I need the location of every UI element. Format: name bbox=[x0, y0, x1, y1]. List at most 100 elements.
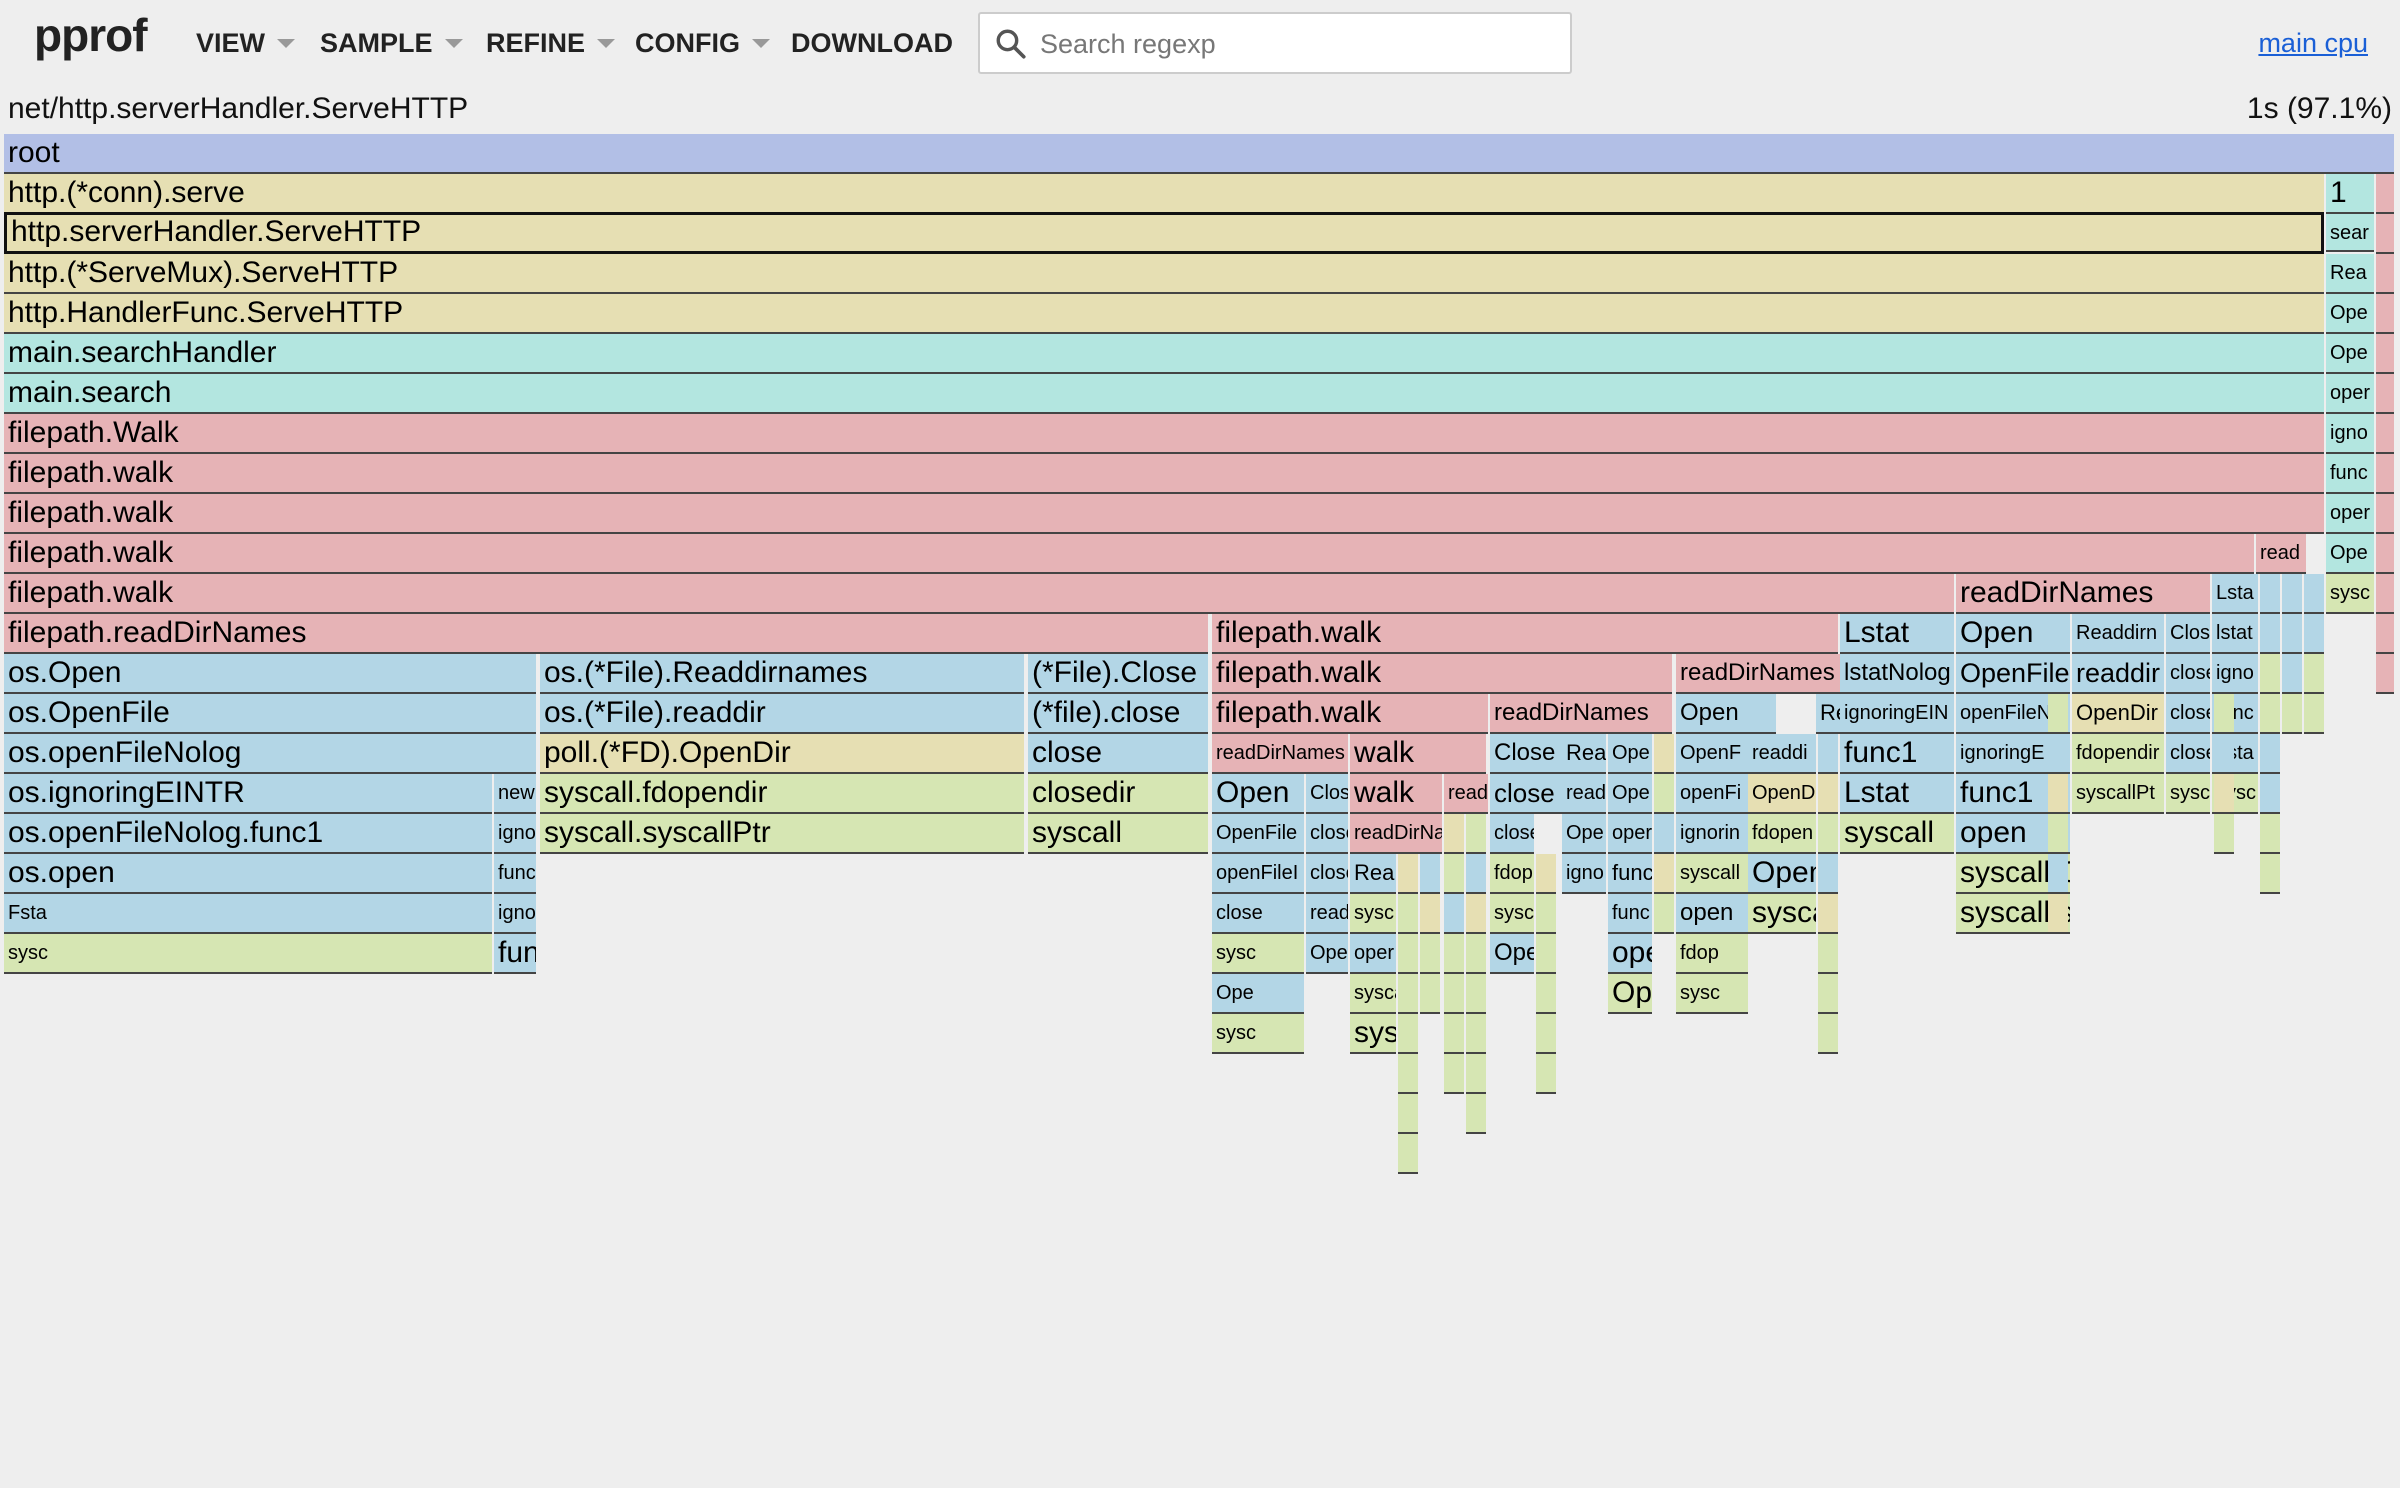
flame-frame-close[interactable]: Close bbox=[1490, 734, 1562, 774]
flame-frame-narrow[interactable] bbox=[1444, 894, 1464, 934]
flame-frame-syscall[interactable]: syscall bbox=[1748, 894, 1816, 934]
flame-frame-func[interactable]: func bbox=[494, 854, 536, 894]
flame-frame-igno[interactable]: igno bbox=[2326, 414, 2374, 454]
flame-frame-http-handlerfunc-servehttp[interactable]: http.HandlerFunc.ServeHTTP bbox=[4, 294, 2324, 334]
flame-frame-narrow[interactable] bbox=[1398, 1014, 1418, 1054]
flame-frame-narrow[interactable] bbox=[2260, 854, 2280, 894]
flame-frame-oper[interactable]: oper bbox=[2326, 494, 2374, 534]
flame-frame-func1[interactable]: func1 bbox=[494, 934, 536, 974]
flame-frame-fdop[interactable]: fdop bbox=[1490, 854, 1534, 894]
flame-frame-os-openfile[interactable]: os.OpenFile bbox=[4, 694, 536, 734]
flame-frame-narrow[interactable] bbox=[1536, 974, 1556, 1014]
profile-link[interactable]: main cpu bbox=[2258, 28, 2368, 58]
flame-frame-filepath-walk[interactable]: filepath.walk bbox=[1212, 614, 1838, 654]
view-menu[interactable]: VIEW bbox=[196, 28, 296, 59]
flame-frame-narrow[interactable] bbox=[2376, 534, 2394, 574]
flame-frame-narrow[interactable] bbox=[1536, 1014, 1556, 1054]
flame-frame-readdirnames[interactable]: readDirNames bbox=[1212, 734, 1348, 774]
flame-frame-filepath-walk[interactable]: filepath.walk bbox=[1212, 654, 1672, 694]
flame-frame-opend[interactable]: OpenD bbox=[1748, 774, 1816, 814]
flame-frame-narrow[interactable] bbox=[1466, 934, 1486, 974]
flame-frame-syscall[interactable]: syscall bbox=[1676, 854, 1748, 894]
flame-frame-narrow[interactable] bbox=[1466, 1054, 1486, 1094]
flame-frame-readdi[interactable]: readdi bbox=[1748, 734, 1816, 774]
flame-frame-narrow[interactable] bbox=[1398, 1134, 1418, 1174]
flame-frame-narrow[interactable] bbox=[1818, 814, 1838, 854]
flame-frame-narrow[interactable] bbox=[1536, 934, 1556, 974]
flame-frame-http-servemux-servehttp[interactable]: http.(*ServeMux).ServeHTTP bbox=[4, 254, 2324, 294]
flame-frame-sear[interactable]: sear bbox=[2326, 214, 2374, 252]
flame-frame-narrow[interactable] bbox=[1420, 854, 1440, 894]
flame-frame-filepath-walk[interactable]: filepath.Walk bbox=[4, 414, 2324, 454]
flame-frame-ignoringein[interactable]: ignoringEIN bbox=[1840, 694, 1954, 734]
flame-frame-narrow[interactable] bbox=[1398, 934, 1418, 974]
flame-frame-narrow[interactable] bbox=[1398, 1094, 1418, 1134]
flame-frame-sysc[interactable]: sysc bbox=[1350, 894, 1396, 934]
flame-frame-os-file-readdir[interactable]: os.(*File).readdir bbox=[540, 694, 1024, 734]
refine-menu[interactable]: REFINE bbox=[486, 28, 616, 59]
flame-frame-ope[interactable]: Ope bbox=[2326, 294, 2374, 334]
flame-frame-sysc[interactable]: sysc bbox=[1490, 894, 1534, 934]
flame-frame-narrow[interactable] bbox=[1420, 974, 1440, 1014]
flame-frame-narrow[interactable] bbox=[1818, 974, 1838, 1014]
flame-frame-close[interactable]: close bbox=[1306, 854, 1348, 894]
flame-frame-syscall-syscallptr[interactable]: syscall.syscallPtr bbox=[540, 814, 1024, 854]
flame-frame-filepath-walk[interactable]: filepath.walk bbox=[4, 454, 2324, 494]
flame-frame-narrow[interactable] bbox=[1536, 1054, 1556, 1094]
flame-frame-narrow[interactable] bbox=[1818, 774, 1838, 814]
flame-frame-openfile[interactable]: OpenFile bbox=[1956, 654, 2070, 694]
flame-frame-narrow[interactable] bbox=[1420, 894, 1440, 934]
flame-frame-narrow[interactable] bbox=[2304, 694, 2324, 734]
flame-frame-new[interactable]: new bbox=[494, 774, 536, 814]
flame-frame-ope[interactable]: Ope bbox=[1212, 974, 1304, 1014]
flame-frame-syscall[interactable]: syscall bbox=[1840, 814, 1954, 854]
flame-frame-narrow[interactable] bbox=[1444, 1014, 1464, 1054]
flame-frame-narrow[interactable] bbox=[2260, 574, 2280, 614]
flame-frame-igno[interactable]: igno bbox=[1562, 854, 1606, 894]
flame-frame-narrow[interactable] bbox=[2376, 254, 2394, 294]
flame-frame-narrow[interactable] bbox=[2282, 694, 2302, 734]
flame-frame-close[interactable]: close bbox=[1028, 734, 1208, 774]
flame-frame-clos[interactable]: Clos bbox=[1306, 774, 1348, 814]
flame-frame-narrow[interactable] bbox=[2260, 774, 2280, 814]
flame-frame-readdirn[interactable]: Readdirn bbox=[2072, 614, 2164, 654]
flame-frame-narrow[interactable] bbox=[1398, 1054, 1418, 1094]
flame-frame-func1[interactable]: func1 bbox=[1608, 854, 1652, 894]
flame-frame-narrow[interactable] bbox=[2260, 654, 2280, 694]
flame-frame-read[interactable]: read bbox=[1562, 774, 1606, 814]
flame-frame-narrow[interactable] bbox=[1654, 774, 1674, 814]
flame-frame-narrow[interactable] bbox=[1444, 974, 1464, 1014]
flame-frame-ope[interactable]: Ope bbox=[1562, 814, 1606, 854]
flame-frame-narrow[interactable] bbox=[1466, 974, 1486, 1014]
flame-frame-walk[interactable]: walk bbox=[1350, 734, 1486, 774]
flame-frame-narrow[interactable] bbox=[1466, 854, 1486, 894]
flame-frame-close[interactable]: close bbox=[2166, 694, 2210, 734]
flame-frame-narrow[interactable] bbox=[1398, 854, 1418, 894]
flame-frame-http-serverhandler-servehttp[interactable]: http.serverHandler.ServeHTTP bbox=[4, 212, 2324, 254]
config-menu[interactable]: CONFIG bbox=[635, 28, 770, 59]
flame-frame-narrow[interactable] bbox=[1398, 894, 1418, 934]
flame-frame-lstatnolog[interactable]: lstatNolog bbox=[1840, 654, 1954, 694]
flame-frame-os-openfilenolog-func1[interactable]: os.openFileNolog.func1 bbox=[4, 814, 492, 854]
flame-frame-ope[interactable]: Ope bbox=[1608, 734, 1652, 774]
flame-frame-syscallpt[interactable]: syscallPt bbox=[2072, 774, 2164, 814]
flame-frame-open[interactable]: Open bbox=[1490, 934, 1534, 974]
flame-frame-fsta[interactable]: Fsta bbox=[4, 894, 492, 934]
flame-frame-ignorin[interactable]: ignorin bbox=[1676, 814, 1748, 854]
flame-frame-syscall[interactable]: syscall bbox=[1028, 814, 1208, 854]
flame-frame-read[interactable]: read bbox=[1306, 894, 1348, 934]
flame-frame-os-open[interactable]: os.open bbox=[4, 854, 492, 894]
flame-frame-narrow[interactable] bbox=[2304, 574, 2324, 614]
flame-frame-syscall[interactable]: syscall bbox=[1350, 1014, 1396, 1054]
flame-frame-syscall[interactable]: syscall bbox=[1350, 974, 1396, 1014]
flame-frame-main-searchhandler[interactable]: main.searchHandler bbox=[4, 334, 2324, 374]
flame-frame-os-openfilenolog[interactable]: os.openFileNolog bbox=[4, 734, 536, 774]
search-input[interactable] bbox=[1038, 22, 1562, 66]
flame-frame-open[interactable]: Open bbox=[1212, 774, 1304, 814]
flame-frame-fdopendir[interactable]: fdopendir bbox=[2072, 734, 2164, 774]
flame-frame-read[interactable]: read bbox=[2256, 534, 2306, 574]
flame-frame-narrow[interactable] bbox=[2048, 734, 2068, 774]
flame-frame-narrow[interactable] bbox=[2376, 614, 2394, 654]
flame-frame-closedir[interactable]: closedir bbox=[1028, 774, 1208, 814]
flame-frame-oper[interactable]: oper bbox=[1608, 814, 1652, 854]
